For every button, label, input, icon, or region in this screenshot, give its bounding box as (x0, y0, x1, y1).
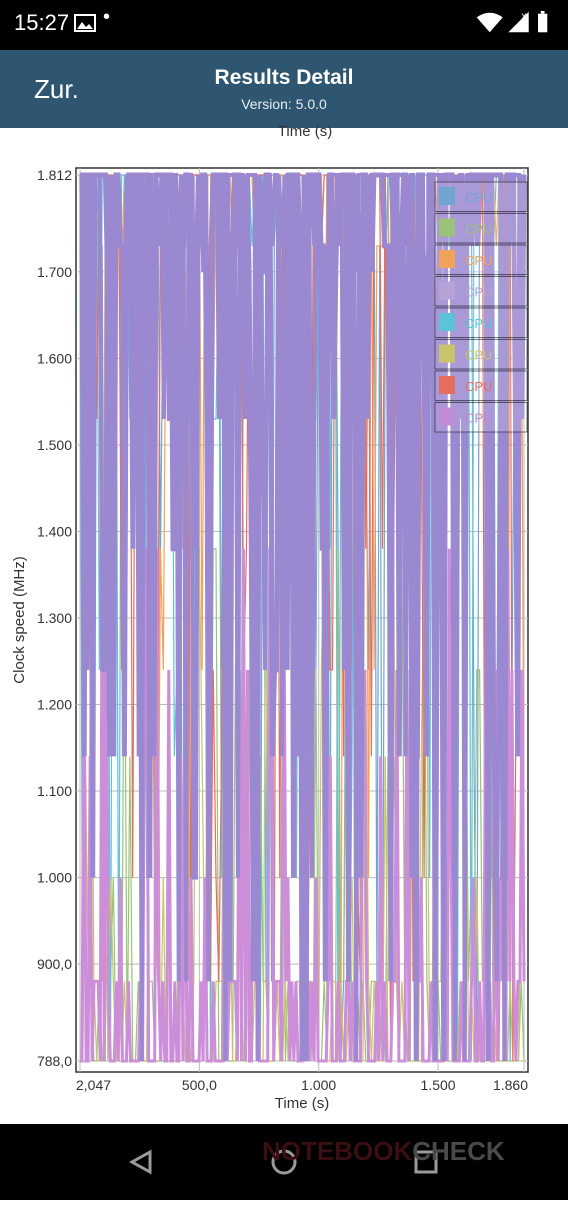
legend-swatch (439, 313, 455, 331)
legend-label: CPU (465, 190, 492, 205)
page-title: Results Detail (214, 66, 354, 89)
watermark: NOTEBOOKCHECK (262, 1136, 505, 1167)
legend-swatch (439, 187, 455, 205)
y-tick-label: 1.300 (37, 610, 72, 626)
notification-dot: • (103, 6, 111, 28)
y-tick-label: 1.812 (37, 167, 72, 183)
status-time: 15:27 (14, 10, 70, 35)
legend-swatch (439, 344, 455, 363)
legend-label: CPU (465, 222, 492, 237)
legend-label: CPU (465, 411, 492, 426)
x-axis-label: Time (s) (275, 1095, 329, 1112)
y-tick-label: 1.100 (37, 783, 72, 799)
clock-speed-chart: 1.812 1.700 1.600 1.500 1.400 1.300 1.200 1.100… (0, 140, 568, 1120)
x-tick-label: 500,0 (182, 1077, 217, 1093)
back-triangle-icon (128, 1149, 152, 1175)
watermark-part2: CHECK (412, 1136, 505, 1166)
legend-swatch (439, 407, 455, 426)
legend-label: CPU (465, 285, 492, 300)
legend-label: CPU (465, 379, 492, 394)
back-button[interactable]: Zur. (34, 74, 79, 104)
battery-icon (538, 13, 548, 33)
nav-buttons (128, 1149, 438, 1175)
image-notification-icon (74, 14, 96, 32)
no-signal-x-icon: x (521, 10, 527, 22)
chart-svg: 1.812 1.700 1.600 1.500 1.400 1.300 1.200 1.100… (11, 167, 529, 1112)
y-tick-label: 900,0 (37, 956, 72, 972)
y-tick-label: 1.700 (37, 264, 72, 280)
y-tick-label: 1.000 (37, 870, 72, 886)
legend-swatch (439, 376, 455, 394)
y-tick-label: 1.500 (37, 437, 72, 453)
watermark-part1: NOTEBOOK (262, 1136, 413, 1166)
x-tick-label: 1.500 (421, 1077, 456, 1093)
legend-label: CPU (465, 348, 492, 363)
y-tick-label: 1.400 (37, 523, 72, 539)
x-tick-label: 1.000 (301, 1077, 336, 1093)
x-tick-label: 2,047 (76, 1077, 111, 1093)
legend-swatch (439, 250, 455, 268)
y-tick-label: 1.200 (37, 697, 72, 713)
cell-signal-icon (508, 11, 529, 33)
top-axis-label: Time (s) (277, 123, 333, 140)
app-bar: Zur. Results Detail Version: 5.0.0 (0, 50, 568, 128)
recents-square-icon (414, 1150, 438, 1174)
home-circle-icon (271, 1149, 297, 1175)
y-tick-label: 1.600 (37, 350, 72, 366)
status-icons: x (476, 10, 548, 33)
navigation-bar (0, 1124, 568, 1200)
wifi-icon (476, 12, 503, 33)
status-bar: 15:27 • x (0, 0, 568, 50)
series-line-3b (80, 173, 526, 1062)
legend-swatch (439, 281, 455, 300)
legend-swatch (439, 218, 455, 237)
x-tick-label: 1.860 (493, 1077, 528, 1093)
legend-label: CPU (465, 316, 492, 331)
y-axis-label: Clock speed (MHz) (11, 556, 28, 684)
legend-label: CPU (465, 253, 492, 268)
version-label: Version: 5.0.0 (241, 96, 327, 112)
y-tick-label: 788,0 (37, 1053, 72, 1069)
